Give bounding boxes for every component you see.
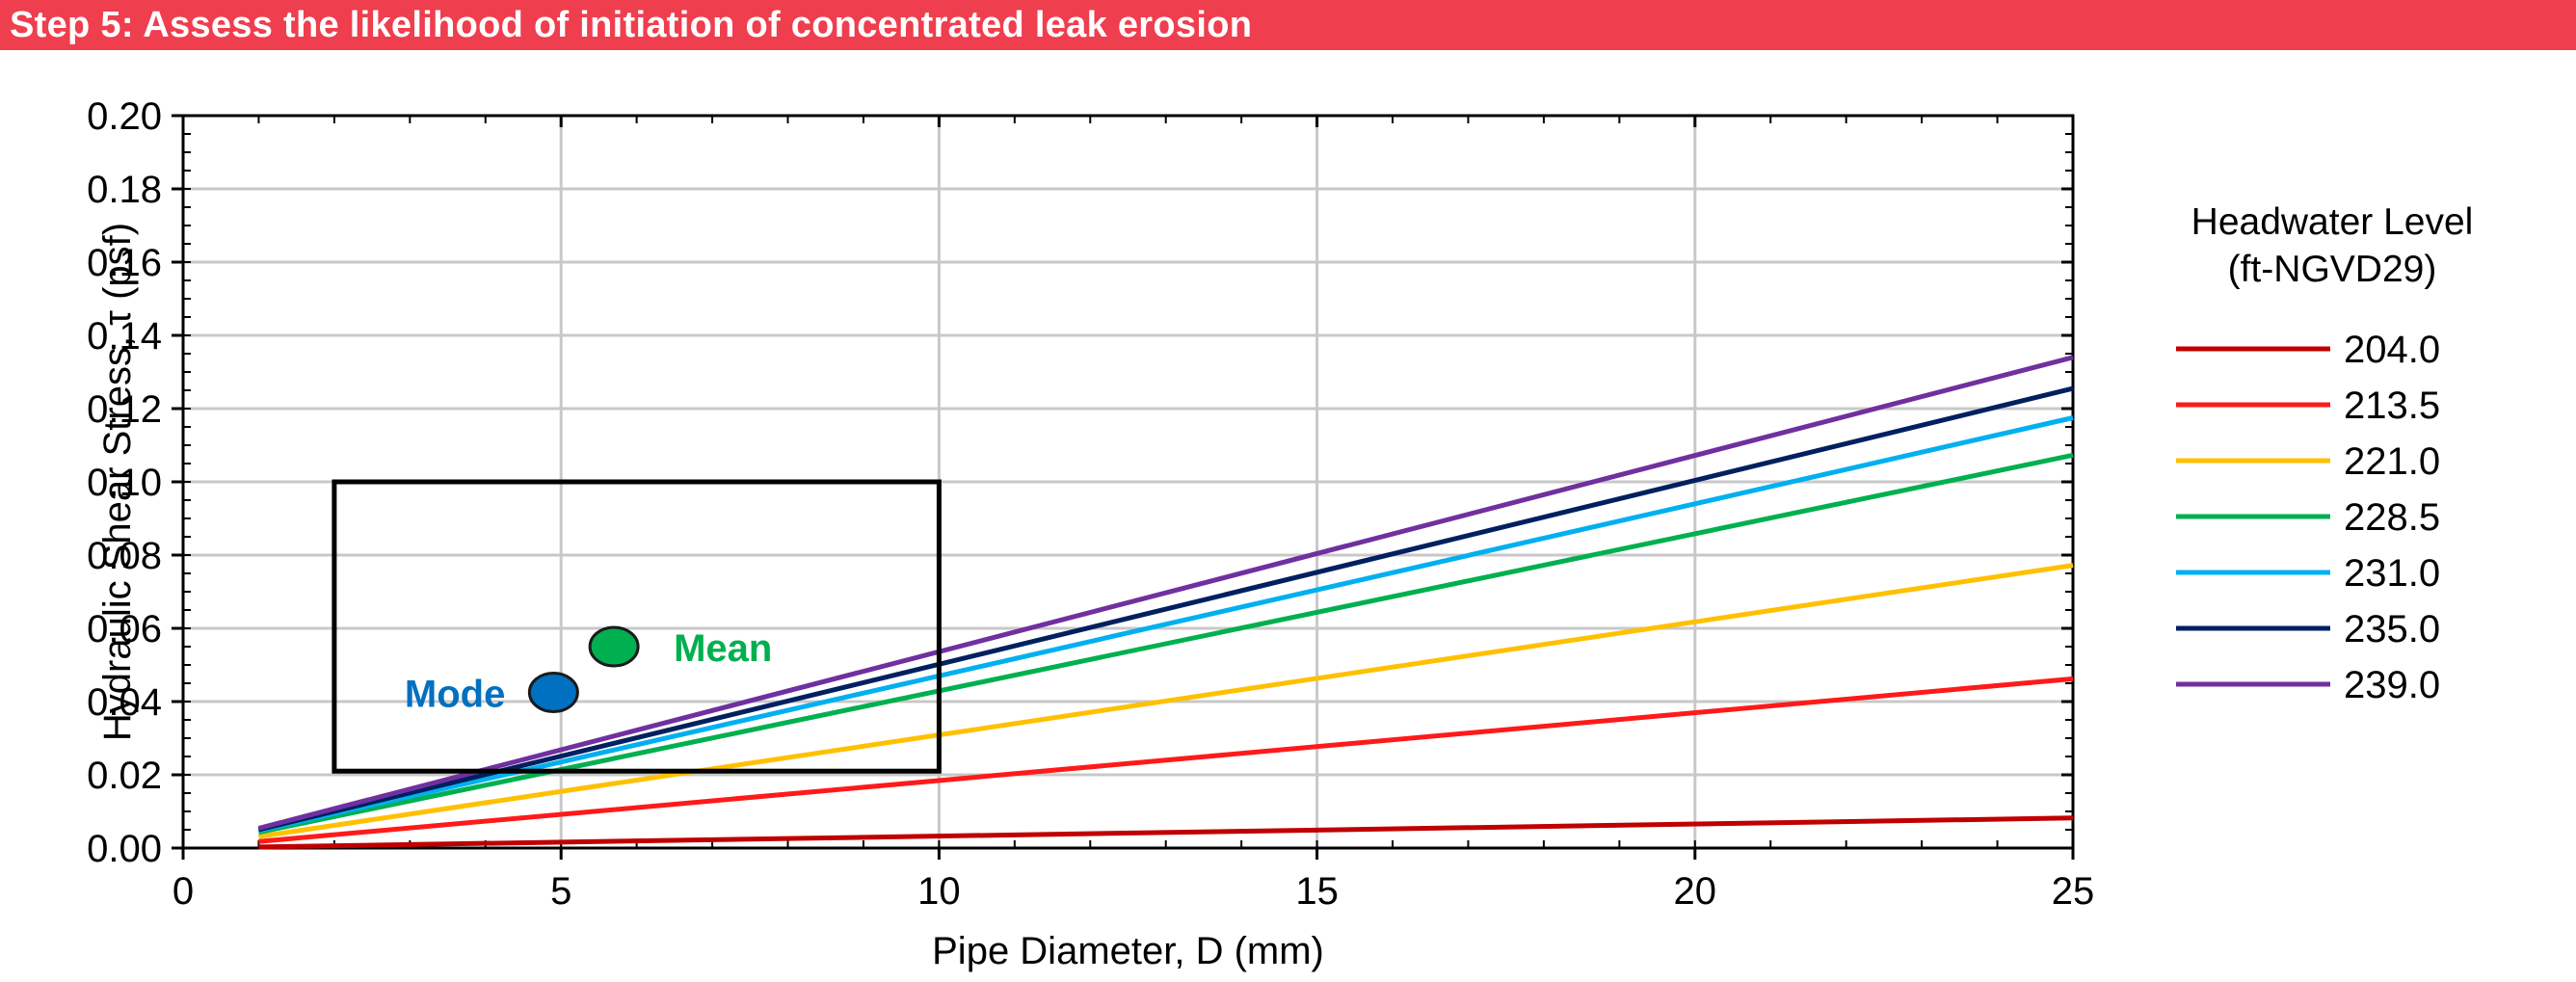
y-tick-label: 0.08 bbox=[87, 535, 162, 577]
y-axis-title: Hydraulic Shear Stress, τ (psf) bbox=[96, 223, 139, 741]
y-tick-label: 0.06 bbox=[87, 608, 162, 650]
mode-point bbox=[527, 672, 579, 713]
legend-label: 228.5 bbox=[2344, 496, 2440, 539]
x-tick-label: 0 bbox=[173, 870, 194, 913]
series-line-235-0 bbox=[257, 385, 2074, 833]
legend-title-line-1: Headwater Level bbox=[2191, 201, 2474, 243]
y-tick-label: 0.12 bbox=[87, 388, 162, 431]
annotation-points: Mean Mode bbox=[405, 625, 772, 716]
y-tick-label: 0.10 bbox=[87, 462, 162, 504]
series-line-204-0 bbox=[258, 815, 2074, 850]
y-tick-label: 0.18 bbox=[87, 169, 162, 211]
mode-label: Mode bbox=[405, 674, 505, 716]
y-tick-labels: 0.00 0.02 0.04 0.06 0.08 0.10 0.12 0.14 0.16 0.18… bbox=[87, 95, 162, 870]
mean-mode-box bbox=[332, 479, 942, 774]
legend-items: 204.0 213.5 221.0 228.5 231.0 235.0 239.0 bbox=[2176, 329, 2440, 706]
y-tick-label: 0.04 bbox=[87, 681, 162, 724]
y-tick-label: 0.16 bbox=[87, 242, 162, 284]
legend-label: 213.5 bbox=[2344, 385, 2440, 427]
legend: Headwater Level (ft-NGVD29) 204.0 213.5 22… bbox=[2176, 201, 2473, 706]
legend-label: 235.0 bbox=[2344, 608, 2440, 650]
y-tick-label: 0.14 bbox=[87, 315, 162, 358]
x-tick-label: 5 bbox=[550, 870, 571, 913]
x-tick-label: 20 bbox=[1674, 870, 1717, 913]
legend-label: 204.0 bbox=[2344, 329, 2440, 371]
header-title: Step 5: Assess the likelihood of initiat… bbox=[10, 5, 1253, 45]
series-line-213-5 bbox=[258, 676, 2074, 844]
mean-point bbox=[588, 625, 640, 668]
legend-title-line-2: (ft-NGVD29) bbox=[2228, 249, 2437, 290]
series-line-239-0 bbox=[257, 355, 2074, 831]
x-tick-label: 15 bbox=[1295, 870, 1339, 913]
header-banner: Step 5: Assess the likelihood of initiat… bbox=[0, 0, 2576, 50]
legend-label: 221.0 bbox=[2344, 440, 2440, 483]
minor-ticks bbox=[172, 114, 2075, 860]
legend-label: 231.0 bbox=[2344, 552, 2440, 595]
series-line-231-0 bbox=[257, 415, 2074, 834]
series-line-221-0 bbox=[258, 563, 2074, 839]
x-axis-title: Pipe Diameter, D (mm) bbox=[932, 930, 1324, 972]
plot-area-frame bbox=[181, 114, 2075, 850]
legend-label: 239.0 bbox=[2344, 664, 2440, 706]
mean-label: Mean bbox=[674, 627, 772, 670]
y-tick-label: 0.02 bbox=[87, 755, 162, 797]
y-tick-label: 0.00 bbox=[87, 828, 162, 870]
x-tick-labels: 0 5 10 15 20 25 bbox=[173, 870, 2094, 913]
y-tick-label: 0.20 bbox=[87, 95, 162, 138]
x-tick-label: 25 bbox=[2052, 870, 2095, 913]
x-tick-label: 10 bbox=[917, 870, 961, 913]
